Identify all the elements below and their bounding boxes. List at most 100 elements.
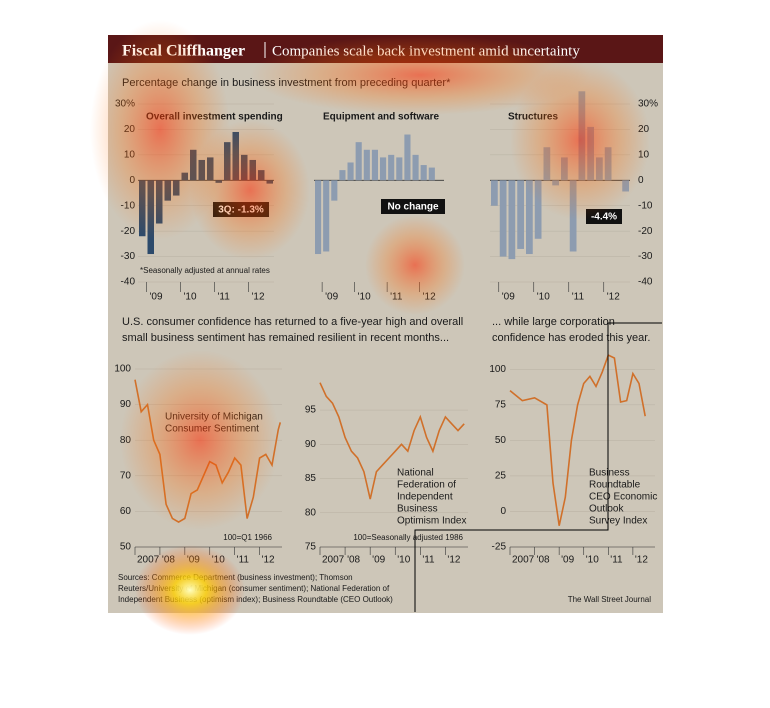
x-tick-label: '10 [397, 555, 410, 566]
y-tick-label: -30 [121, 251, 136, 262]
y-tick-label: -40 [638, 277, 653, 288]
section-heading: U.S. consumer confidence has returned to… [122, 316, 463, 328]
bar [147, 180, 154, 255]
bar [232, 131, 239, 181]
y-tick-label: 30% [115, 99, 135, 110]
bar [355, 142, 362, 181]
bar [249, 159, 256, 181]
x-tick-label: '11 [218, 292, 231, 303]
bar [517, 180, 524, 249]
overlay-line [414, 323, 609, 612]
y-tick-label: 0 [129, 175, 135, 186]
bar [396, 157, 403, 181]
x-tick-label: 2007 [322, 555, 345, 566]
x-tick-label: '08 [537, 555, 550, 566]
bar [578, 91, 586, 181]
series-label: Roundtable [589, 480, 641, 491]
section-heading: Percentage change in business investment… [122, 77, 451, 89]
bar [508, 180, 516, 260]
note: *Seasonally adjusted at annual rates [140, 266, 270, 275]
series-label: Independent [397, 492, 453, 503]
bar [241, 154, 248, 181]
y-tick-label: -30 [638, 251, 653, 262]
bar [552, 180, 559, 186]
y-tick-label: 50 [495, 435, 507, 446]
x-tick-label: '08 [347, 555, 360, 566]
section-heading: ... while large corporation [492, 316, 615, 328]
y-tick-label: 75 [495, 399, 507, 410]
bar [258, 170, 265, 181]
bar [569, 180, 577, 252]
bar [491, 180, 498, 206]
y-tick-label: 20 [638, 124, 650, 135]
y-tick-label: 80 [120, 435, 132, 446]
x-tick-label: '12 [252, 292, 265, 303]
note: 100=Seasonally adjusted 1986 [353, 533, 463, 542]
x-tick-label: '10 [184, 292, 197, 303]
x-tick-label: '12 [262, 555, 275, 566]
annotation-box [381, 199, 445, 214]
series-label: University of Michigan [165, 412, 263, 423]
y-tick-label: 10 [124, 150, 136, 161]
y-tick-label: 0 [638, 175, 644, 186]
series-label: National [397, 468, 434, 479]
y-tick-label: -20 [121, 226, 136, 237]
series-label: CEO Economic [589, 492, 657, 503]
series-label: Federation of [397, 480, 456, 491]
bar [207, 157, 214, 181]
bar [266, 180, 273, 184]
x-tick-label: '10 [586, 555, 599, 566]
x-tick-label: '11 [422, 555, 435, 566]
section-heading: confidence has eroded this year. [492, 332, 650, 344]
x-tick-label: '11 [390, 292, 403, 303]
bar [526, 180, 533, 255]
annotation: No change [387, 202, 439, 213]
y-tick-label: -25 [492, 542, 507, 553]
bar [534, 180, 542, 239]
bar [543, 147, 551, 181]
x-tick-label: '09 [150, 292, 163, 303]
bar [156, 180, 163, 224]
bar [323, 180, 330, 252]
bar [363, 149, 370, 181]
bar [371, 149, 378, 181]
x-tick-label: '09 [325, 292, 338, 303]
x-tick-label: 2007 [512, 555, 535, 566]
x-tick-label: '09 [502, 292, 515, 303]
x-tick-label: '12 [635, 555, 648, 566]
y-tick-label: 75 [305, 542, 317, 553]
series-label: Outlook [589, 504, 624, 515]
bar [339, 170, 346, 181]
x-tick-label: '12 [447, 555, 460, 566]
series-label: Business [589, 468, 630, 479]
bar [380, 157, 387, 181]
x-tick-label: '11 [610, 555, 623, 566]
series-label: Survey Index [589, 516, 647, 527]
y-tick-label: 70 [120, 470, 132, 481]
bar [198, 159, 205, 181]
bar [181, 172, 188, 181]
y-tick-label: 10 [638, 150, 650, 161]
bar [428, 167, 435, 181]
x-tick-label: '09 [372, 555, 385, 566]
sources: Sources: Commerce Department (business i… [118, 573, 353, 582]
subtitle: Companies scale back investment amid unc… [272, 43, 580, 59]
bar [596, 157, 603, 181]
y-tick-label: 25 [495, 471, 507, 482]
title: Fiscal Cliffhanger [122, 43, 245, 60]
y-tick-label: 95 [305, 405, 317, 416]
x-tick-label: '12 [607, 292, 620, 303]
y-tick-label: 90 [120, 399, 132, 410]
credit: The Wall Street Journal [568, 595, 652, 604]
x-tick-label: '11 [237, 555, 250, 566]
y-tick-label: -40 [121, 277, 136, 288]
annotation: 3Q: -1.3% [218, 205, 264, 216]
bar [331, 180, 338, 201]
bar [190, 149, 197, 181]
bar [622, 180, 629, 192]
chart-title: Structures [508, 112, 558, 123]
line [509, 353, 646, 526]
x-tick-label: 2007 [137, 555, 160, 566]
